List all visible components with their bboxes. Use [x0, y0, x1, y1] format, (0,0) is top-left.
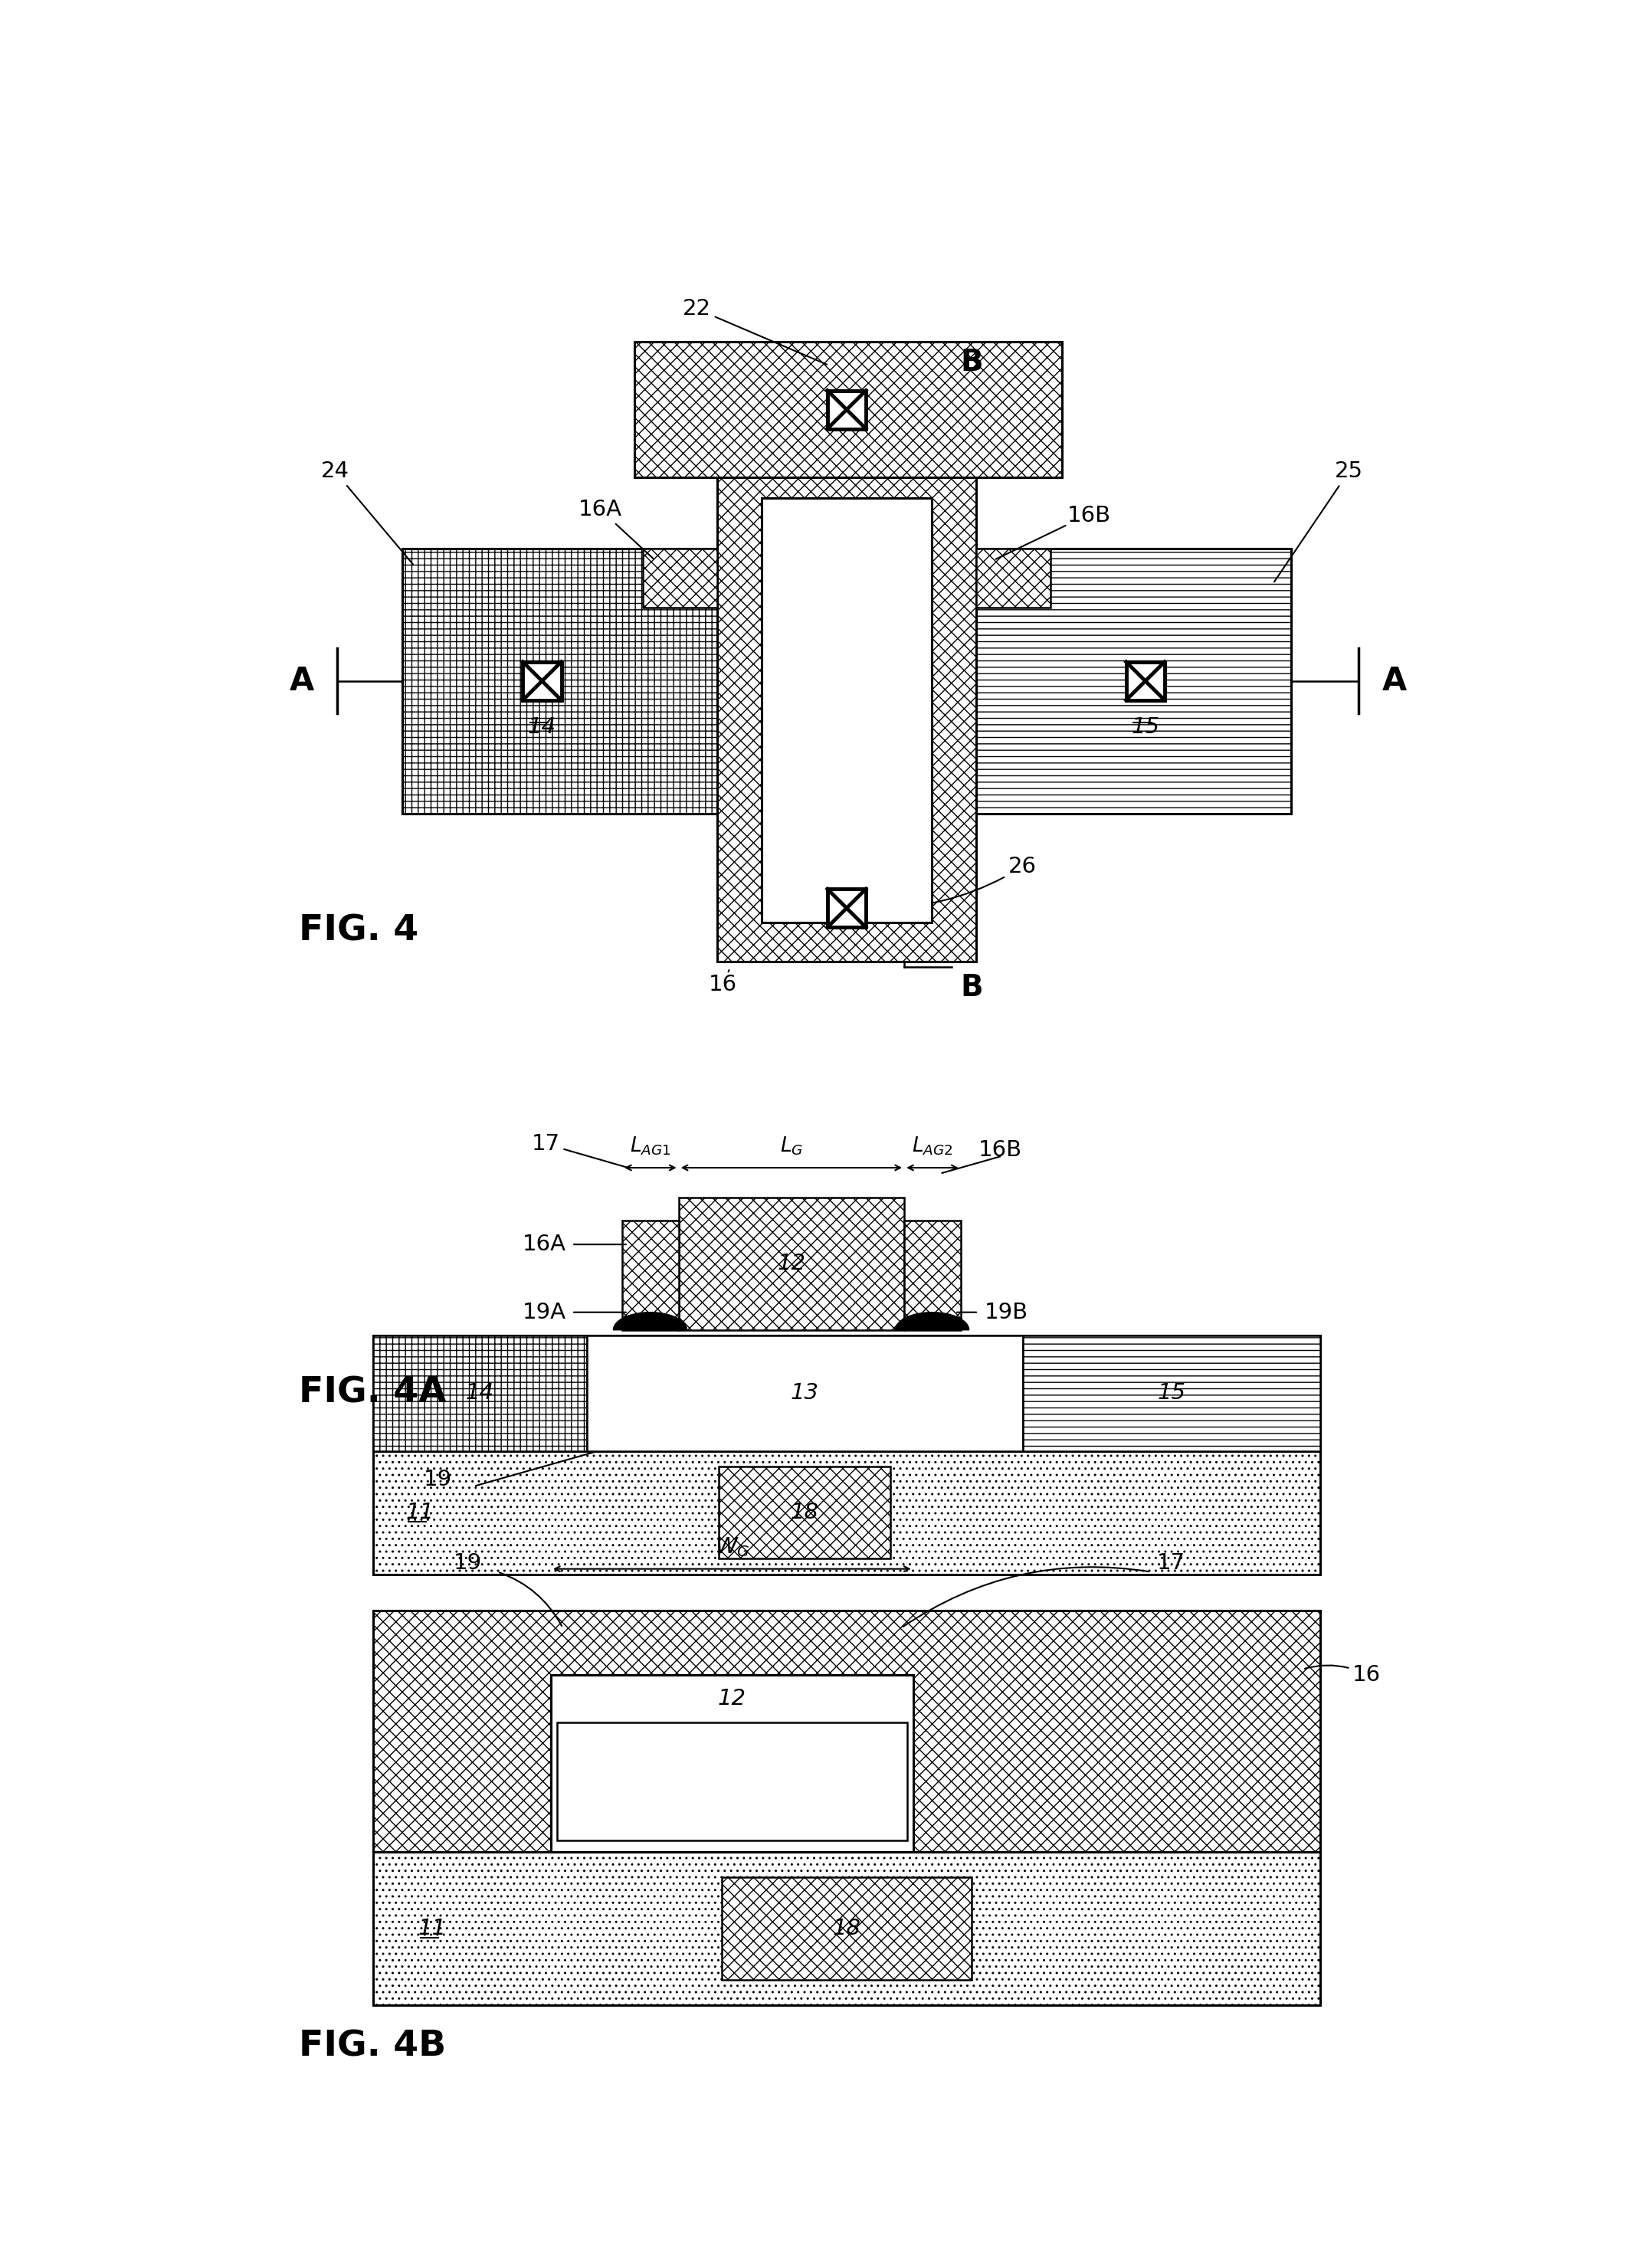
- Bar: [762, 499, 932, 924]
- Text: 12: 12: [833, 544, 861, 567]
- Polygon shape: [613, 1312, 687, 1330]
- Text: 16B: 16B: [1067, 506, 1112, 526]
- Bar: [828, 890, 866, 928]
- Text: $L_{G}$: $L_{G}$: [780, 1136, 803, 1156]
- Bar: [679, 1197, 904, 1330]
- Text: 12: 12: [776, 1253, 806, 1274]
- Bar: [1023, 1337, 1320, 1452]
- Text: 24: 24: [320, 461, 413, 564]
- Text: 12: 12: [719, 1689, 747, 1709]
- Bar: [373, 1610, 1320, 1852]
- Bar: [719, 1468, 890, 1558]
- Bar: [904, 1222, 961, 1330]
- Bar: [828, 391, 866, 429]
- Bar: [373, 1337, 586, 1452]
- Polygon shape: [895, 1312, 970, 1330]
- Text: 19: 19: [425, 1468, 453, 1490]
- Text: 16B: 16B: [978, 1140, 1023, 1161]
- Text: 15: 15: [1132, 716, 1160, 738]
- Text: A: A: [289, 664, 314, 698]
- Bar: [976, 549, 1290, 813]
- Text: 16A: 16A: [578, 499, 653, 558]
- Bar: [623, 1222, 679, 1330]
- Bar: [522, 662, 562, 700]
- Bar: [643, 549, 717, 607]
- Text: B: B: [961, 348, 983, 377]
- Text: 19: 19: [454, 1551, 482, 1574]
- Text: 26: 26: [876, 856, 1036, 908]
- Bar: [373, 1852, 1320, 2005]
- Text: A: A: [1381, 664, 1406, 698]
- Text: $L_{AG2}$: $L_{AG2}$: [912, 1136, 953, 1156]
- Text: 17: 17: [532, 1134, 626, 1167]
- Text: 11: 11: [406, 1502, 434, 1524]
- Text: 14: 14: [529, 716, 557, 738]
- Text: FIG. 4B: FIG. 4B: [299, 2030, 446, 2064]
- Text: FIG. 4A: FIG. 4A: [299, 1375, 446, 1411]
- Bar: [976, 549, 1051, 607]
- Text: B: B: [961, 973, 983, 1003]
- Text: 25: 25: [1274, 461, 1363, 583]
- Text: 17: 17: [1156, 1551, 1184, 1574]
- Text: 18: 18: [833, 1917, 861, 1940]
- Bar: [403, 549, 717, 813]
- Bar: [373, 1337, 1320, 1452]
- Bar: [373, 1452, 1320, 1574]
- Text: 22: 22: [682, 298, 828, 364]
- Text: 11: 11: [418, 1917, 446, 1940]
- Text: $L_{AG1}$: $L_{AG1}$: [629, 1136, 671, 1156]
- Text: 19B: 19B: [985, 1301, 1028, 1323]
- Bar: [722, 1876, 971, 1980]
- Bar: [557, 1723, 907, 1840]
- Text: FIG. 4: FIG. 4: [299, 914, 418, 948]
- Text: 19A: 19A: [522, 1301, 565, 1323]
- Bar: [634, 341, 1062, 476]
- Bar: [550, 1675, 914, 1852]
- Bar: [1127, 662, 1165, 700]
- Text: 14: 14: [466, 1382, 494, 1404]
- Text: 16A: 16A: [522, 1233, 565, 1255]
- Text: 16: 16: [709, 971, 737, 996]
- Text: 18: 18: [790, 1502, 819, 1522]
- Bar: [717, 476, 976, 962]
- Text: 16: 16: [1305, 1664, 1381, 1687]
- Text: 13: 13: [719, 1770, 747, 1793]
- Text: 13: 13: [790, 1382, 819, 1404]
- Bar: [586, 1337, 1023, 1452]
- Text: $W_{G}$: $W_{G}$: [715, 1535, 750, 1558]
- Text: 15: 15: [1158, 1382, 1186, 1404]
